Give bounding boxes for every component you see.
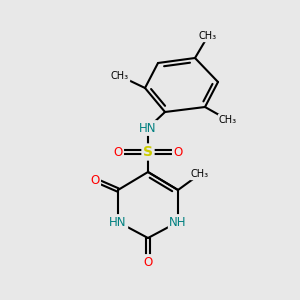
Text: O: O — [143, 256, 153, 268]
Text: HN: HN — [139, 122, 157, 134]
Text: S: S — [143, 145, 153, 159]
Text: NH: NH — [169, 215, 187, 229]
Text: HN: HN — [109, 215, 127, 229]
Text: O: O — [173, 146, 183, 158]
Text: CH₃: CH₃ — [219, 115, 237, 125]
Text: O: O — [113, 146, 123, 158]
Text: O: O — [90, 173, 100, 187]
Text: CH₃: CH₃ — [199, 31, 217, 41]
Text: CH₃: CH₃ — [191, 169, 209, 179]
Text: CH₃: CH₃ — [111, 71, 129, 81]
